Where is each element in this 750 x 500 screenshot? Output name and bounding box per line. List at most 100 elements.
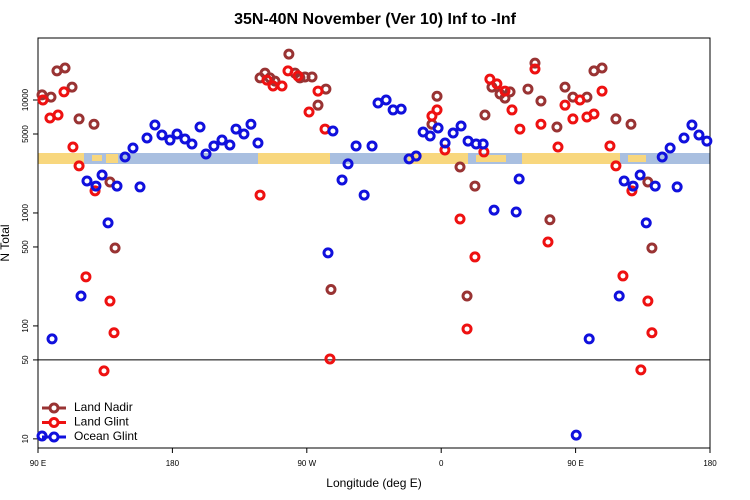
data-point [642, 295, 654, 307]
data-point [80, 271, 92, 283]
data-point [252, 137, 264, 149]
data-point [646, 242, 658, 254]
data-point [276, 80, 288, 92]
data-point [179, 133, 191, 145]
data-point [119, 151, 131, 163]
data-point [171, 128, 183, 140]
data-point [551, 121, 563, 133]
x-tick-label: 90 E [30, 459, 46, 468]
data-point [542, 236, 554, 248]
legend-marker [48, 402, 60, 414]
data-point [58, 86, 70, 98]
data-point [224, 139, 236, 151]
data-point [127, 142, 139, 154]
data-point [499, 85, 511, 97]
y-tick-label: 500 [21, 240, 30, 254]
data-point [283, 48, 295, 60]
data-point [186, 138, 198, 150]
data-point [646, 327, 658, 339]
data-point [506, 104, 518, 116]
data-point [454, 213, 466, 225]
data-point [627, 180, 639, 192]
data-point [200, 148, 212, 160]
x-axis-label: Longitude (deg E) [326, 476, 421, 490]
data-point [75, 290, 87, 302]
data-point [336, 174, 348, 186]
data-point [469, 180, 481, 192]
data-point [431, 104, 443, 116]
y-tick-label: 5000 [21, 125, 30, 143]
data-point [90, 180, 102, 192]
data-point [559, 99, 571, 111]
data-point [108, 327, 120, 339]
data-point [529, 63, 541, 75]
legend-label: Ocean Glint [74, 429, 138, 443]
data-point [510, 206, 522, 218]
data-point [312, 99, 324, 111]
data-point [395, 103, 407, 115]
data-point [282, 65, 294, 77]
data-point [410, 150, 422, 162]
data-point [491, 78, 503, 90]
data-point [312, 85, 324, 97]
data-point [447, 127, 459, 139]
data-point [96, 169, 108, 181]
data-point [73, 113, 85, 125]
data-point [488, 204, 500, 216]
data-point [88, 118, 100, 130]
data-point [431, 90, 443, 102]
data-point [109, 242, 121, 254]
data-point [426, 110, 438, 122]
data-point [529, 57, 541, 69]
data-point [73, 160, 85, 172]
data-point [327, 125, 339, 137]
data-point [245, 118, 257, 130]
data-point [504, 86, 516, 98]
data-point [380, 94, 392, 106]
x-tick-label: 90 E [567, 459, 583, 468]
data-point [625, 118, 637, 130]
data-point [693, 129, 705, 141]
data-point [366, 140, 378, 152]
data-point [618, 175, 630, 187]
x-tick-label: 180 [166, 459, 180, 468]
data-point [664, 142, 676, 154]
data-point [455, 120, 467, 132]
y-axis-label: N Total [0, 224, 12, 261]
data-point [671, 181, 683, 193]
data-point [324, 353, 336, 365]
data-point [134, 181, 146, 193]
data-point [149, 119, 161, 131]
data-point [583, 333, 595, 345]
data-point [544, 214, 556, 226]
data-point [303, 106, 315, 118]
data-point [649, 180, 661, 192]
data-point [477, 138, 489, 150]
data-point [46, 333, 58, 345]
data-point [604, 140, 616, 152]
data-point [325, 284, 337, 296]
data-point [52, 109, 64, 121]
legend-label: Land Nadir [74, 400, 133, 414]
data-point [164, 134, 176, 146]
data-point [208, 140, 220, 152]
data-point [513, 173, 525, 185]
y-tick-label: 100 [21, 319, 30, 333]
data-point [350, 140, 362, 152]
data-point [432, 122, 444, 134]
data-point [701, 135, 713, 147]
x-tick-label: 90 W [297, 459, 316, 468]
data-point [67, 141, 79, 153]
data-point [342, 158, 354, 170]
x-tick-label: 0 [439, 459, 444, 468]
data-point [596, 62, 608, 74]
data-point [635, 364, 647, 376]
data-point [626, 185, 638, 197]
data-point [322, 247, 334, 259]
data-point [678, 132, 690, 144]
data-point [469, 251, 481, 263]
y-tick-label: 50 [21, 355, 30, 364]
data-point [610, 113, 622, 125]
data-point [574, 94, 586, 106]
